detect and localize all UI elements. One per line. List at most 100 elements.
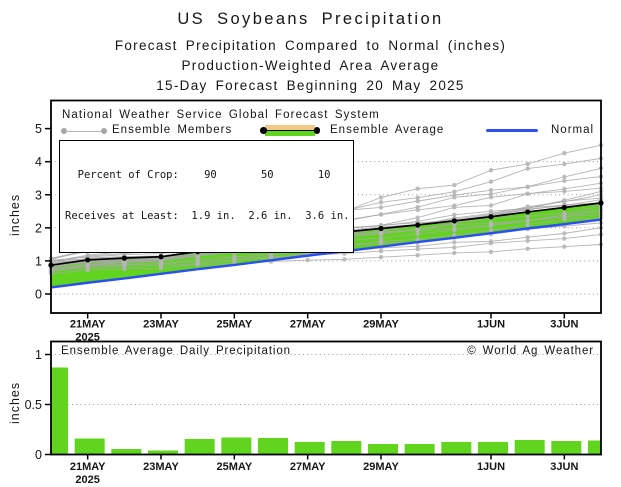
percent-of-crop-table: Percent of Crop: 90 50 10 Receives at Le… (59, 140, 355, 253)
ensemble-member-dot (488, 195, 494, 200)
ensemble-members-swatch-icon (61, 128, 107, 134)
bottom-x-tick-label: 21MAY (70, 461, 106, 473)
ensemble-member-dot (415, 244, 420, 249)
ensemble-member-dot (488, 239, 494, 244)
page-subtitle-weighting: Production-Weighted Area Average (181, 58, 440, 73)
ensemble-member-dot (452, 182, 457, 188)
ensemble-member-dot (195, 253, 200, 259)
top-y-tick-label: 4 (35, 155, 42, 169)
ensemble-member-dot (415, 219, 420, 224)
top-x-tick-label: 29MAY (363, 319, 399, 331)
daily-precip-chart-title: Ensemble Average Daily Precipitation (61, 345, 291, 357)
ensemble-member-dot (378, 205, 384, 210)
top-y-tick-label: 1 (35, 254, 42, 268)
top-x-tick-label: 23MAY (143, 319, 179, 331)
ensemble-member-dot (488, 249, 494, 255)
ensemble-member-dot (452, 189, 457, 194)
top-y-tick-label: 0 (35, 288, 42, 302)
bottom-y-tick-label: 0 (35, 448, 42, 462)
ensemble-member-dot (562, 236, 567, 241)
bottom-x-tick-label: 27MAY (290, 461, 326, 473)
ensemble-member-dot (195, 257, 200, 262)
ensemble-average-dot (561, 204, 567, 211)
daily-precip-bar (74, 438, 105, 455)
ensemble-member-dot (452, 250, 457, 256)
top-y-tick-label: 5 (35, 122, 42, 136)
bottom-chart-y-axis-unit: inches (8, 381, 22, 424)
ensemble-average-dot (415, 222, 421, 228)
ensemble-member-dot (378, 200, 384, 205)
ensemble-member-dot (342, 257, 347, 262)
ensemble-member-dot (378, 254, 384, 260)
ensemble-member-dot (232, 254, 237, 259)
ensemble-member-dot (488, 179, 494, 184)
ensemble-member-dot (488, 220, 494, 226)
ensemble-member-dot (525, 235, 530, 240)
daily-precip-bar (514, 440, 545, 455)
legend-normal-label: Normal (551, 124, 595, 136)
bottom-x-tick-label: 29MAY (363, 461, 399, 473)
ensemble-member-dot (378, 212, 384, 217)
normal-swatch-icon (486, 128, 538, 133)
percent-of-crop-row: Percent of Crop: 90 50 10 (65, 169, 331, 181)
ensemble-member-dot (525, 184, 530, 190)
top-x-tick-label: 21MAY (70, 319, 106, 331)
ensemble-member-dot (378, 239, 384, 244)
daily-precip-bar (551, 441, 582, 455)
top-chart-frame (50, 99, 602, 314)
top-x-tick-year-label: 2025 (75, 332, 99, 344)
below-normal-band-icon (265, 125, 315, 130)
ensemble-member-dot (452, 195, 457, 200)
ensemble-member-dot (562, 150, 567, 156)
ensemble-member-dot (415, 227, 420, 232)
bottom-x-tick-label: 3JUN (550, 461, 578, 473)
member-line-icon (65, 130, 103, 132)
daily-precip-bar (221, 437, 252, 455)
page-subtitle-comparison: Forecast Precipitation Compared to Norma… (114, 38, 507, 53)
above-normal-band-icon (265, 131, 315, 136)
ensemble-member-dot (378, 195, 384, 200)
bottom-y-tick-label: 1 (35, 348, 42, 362)
ensemble-member-dot (562, 178, 567, 184)
bottom-x-tick-label: 25MAY (216, 461, 252, 473)
daily-precip-bar (478, 442, 508, 455)
top-y-tick-label: 3 (35, 188, 42, 202)
daily-precip-bar (404, 444, 435, 455)
daily-precip-bar (368, 444, 398, 455)
receives-at-least-row: Receives at Least: 1.9 in. 2.6 in. 3.6 i… (65, 209, 350, 222)
ensemble-member-dot (415, 186, 420, 191)
page-title: US Soybeans Precipitation (177, 10, 444, 28)
ensemble-member-dot (525, 214, 530, 219)
ensemble-member-dot (232, 258, 237, 263)
ensemble-member-dot (268, 252, 274, 258)
ensemble-member-dot (488, 209, 494, 214)
ensemble-member-dot (525, 191, 530, 197)
ensemble-member-dot (415, 215, 420, 220)
copyright-watermark: © World Ag Weather (467, 345, 594, 357)
ensemble-member-dot (415, 198, 420, 204)
ensemble-member-dot (378, 248, 384, 254)
ensemble-member-dot (488, 167, 494, 173)
top-chart-y-axis-unit: inches (8, 193, 22, 236)
page-subtitle-period: 15-Day Forecast Beginning 20 May 2025 (156, 78, 465, 93)
ensemble-member-dot (562, 198, 567, 203)
daily-precip-bar (294, 442, 325, 455)
ensemble-member-dot (452, 212, 457, 218)
ensemble-member-dot (525, 218, 530, 223)
ensemble-member-dot (525, 222, 530, 228)
ensemble-member-dot (488, 203, 494, 208)
ensemble-member-dot (525, 246, 530, 251)
ensemble-member-dot (452, 205, 457, 210)
average-dot-icon (260, 127, 267, 134)
ensemble-member-dot (488, 188, 494, 193)
ensemble-member-dot (452, 245, 457, 250)
top-x-tick-label: 27MAY (290, 319, 326, 331)
ensemble-member-dot (415, 252, 420, 258)
bottom-x-tick-label: 23MAY (143, 461, 179, 473)
ensemble-average-dot (378, 225, 384, 232)
ensemble-member-dot (488, 228, 494, 233)
ensemble-member-dot (562, 210, 567, 216)
legend-ensemble-members-label: Ensemble Members (112, 124, 233, 136)
normal-line (50, 218, 602, 289)
daily-precip-bar (331, 441, 362, 455)
